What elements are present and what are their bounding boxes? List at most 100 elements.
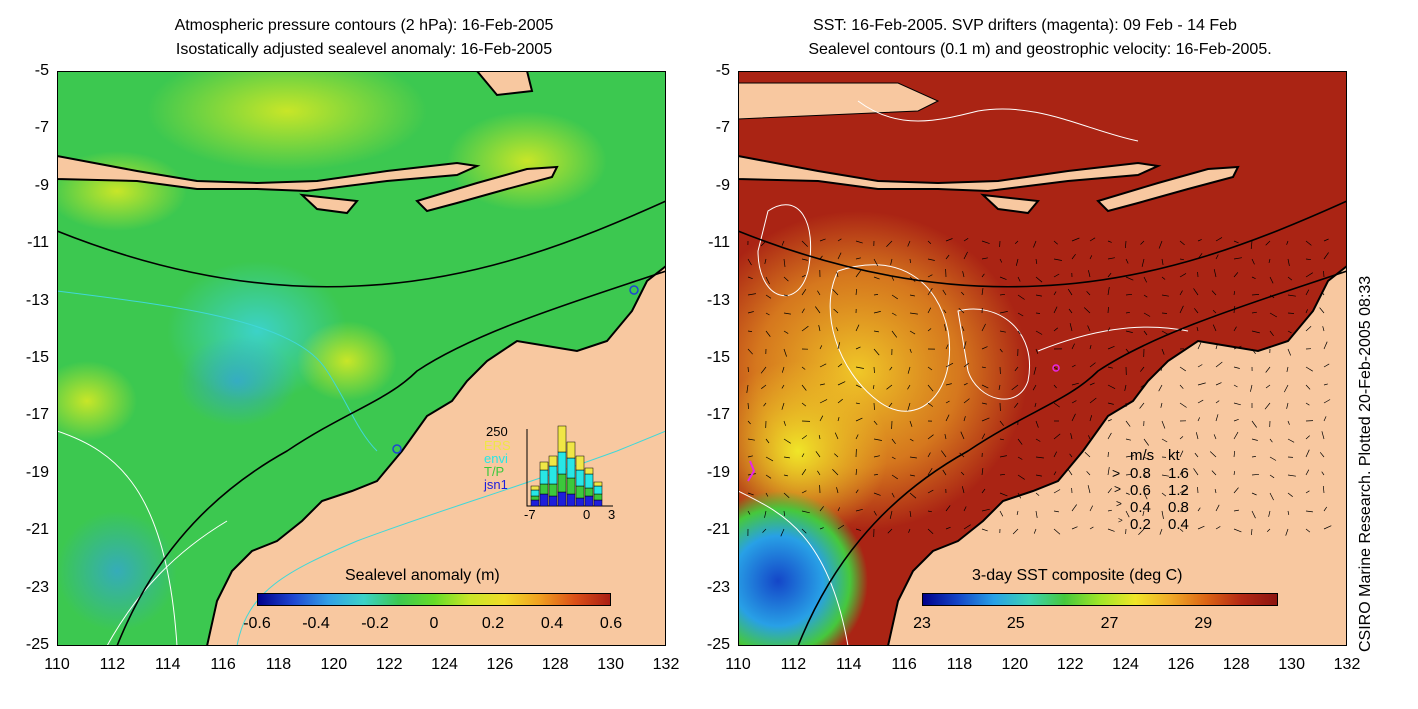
inset-xtick: -7 [524, 507, 536, 522]
colorbar-tick-label: 0.6 [599, 615, 623, 632]
velocity-vector [1069, 453, 1073, 458]
velocity-vector [1197, 507, 1201, 512]
velocity-vector [1251, 438, 1258, 441]
velocity-vector [1305, 510, 1313, 513]
velocity-vector [747, 455, 753, 458]
velocity-vector [1084, 451, 1091, 458]
velocity-vector [1107, 419, 1112, 422]
velocity-vector [999, 510, 1004, 517]
velocity-vector [1323, 525, 1332, 530]
velocity-vector [999, 258, 1003, 263]
velocity-vector [1179, 450, 1184, 458]
velocity-vector [981, 288, 984, 296]
velocity-vector [958, 308, 965, 314]
sealevel-contour [738, 490, 849, 646]
velocity-vector [1140, 366, 1145, 372]
velocity-vector [747, 348, 753, 355]
velocity-vector [747, 420, 751, 425]
velocity-vector [1071, 504, 1077, 512]
velocity-vector [1089, 397, 1097, 404]
velocity-vector [959, 452, 965, 458]
velocity-vector [1053, 273, 1060, 278]
velocity-vector [1305, 402, 1310, 406]
left-x-axis-tick: 124 [431, 656, 458, 673]
velocity-vector [960, 471, 965, 476]
velocity-vector [1179, 510, 1186, 513]
velocity-vector [1086, 291, 1091, 296]
inset-bar [530, 489, 540, 497]
velocity-vector [1319, 452, 1325, 458]
inset-bar [557, 425, 567, 453]
velocity-vector [819, 383, 825, 386]
velocity-vector [801, 325, 809, 332]
velocity-vector [1323, 363, 1330, 368]
velocity-vector [1053, 327, 1059, 332]
velocity-vector [1161, 438, 1168, 443]
velocity-vector [855, 528, 861, 531]
velocity-vector [873, 510, 877, 516]
svp-drifter-track [1052, 364, 1060, 372]
shelf-break-contour [797, 270, 1347, 646]
velocity-vector [981, 402, 987, 405]
velocity-vector [873, 311, 881, 314]
velocity-vector [1212, 324, 1217, 332]
velocity-vector [873, 492, 881, 496]
left-x-axis-tick: 122 [375, 656, 403, 673]
velocity-vector [981, 468, 984, 476]
velocity-vector [927, 452, 931, 458]
velocity-vector [887, 528, 893, 534]
velocity-vector [1233, 450, 1236, 458]
velocity-vector [801, 402, 807, 407]
velocity-vector [963, 238, 969, 242]
velocity-vector [927, 468, 933, 476]
velocity-vector [1087, 485, 1091, 494]
velocity-vector [1251, 276, 1256, 280]
velocity-vector [1193, 288, 1199, 296]
velocity-vector [801, 384, 807, 391]
velocity-vector [817, 290, 821, 296]
velocity-vector [873, 438, 882, 441]
velocity-vector [1251, 473, 1260, 476]
right-y-axis-tick: -9 [715, 176, 730, 194]
velocity-vector [1089, 415, 1093, 422]
right-x-axis-tick: 124 [1112, 656, 1139, 673]
velocity-vector [1179, 290, 1183, 296]
velocity-vector [746, 384, 749, 393]
velocity-vector [1213, 269, 1217, 278]
velocity-vector [1179, 326, 1185, 332]
velocity-vector [783, 330, 789, 334]
velocity-vector [888, 402, 893, 408]
velocity-vector [747, 510, 751, 515]
velocity-vector [1035, 348, 1039, 354]
colorbar-tick-label: 27 [1100, 615, 1119, 632]
left-y-axis-tick: -9 [34, 176, 49, 194]
velocity-vector [1233, 291, 1236, 296]
velocity-vector [1233, 272, 1239, 278]
velocity-vector [765, 456, 774, 462]
velocity-vector [1160, 366, 1163, 371]
right-y-axis-tick: -21 [706, 521, 730, 539]
colorbar-tick-label: 29 [1194, 615, 1213, 632]
velocity-vector [765, 474, 772, 479]
velocity-vector [1161, 348, 1165, 355]
velocity-vector [781, 384, 785, 389]
velocity-vector [1158, 240, 1163, 249]
high-anomaly-patch [57, 361, 137, 441]
velocity-vector [1286, 240, 1289, 245]
velocity-vector [963, 251, 968, 260]
velocity-arrow-icon: > [1118, 516, 1123, 525]
velocity-vector [760, 240, 767, 247]
timor-island [1096, 165, 1240, 213]
velocity-vector [945, 344, 949, 350]
velocity-vector [1319, 307, 1325, 314]
velocity-vector [889, 366, 893, 371]
velocity-vector [1071, 413, 1076, 422]
velocity-vector [1017, 312, 1024, 317]
velocity-vector [1287, 312, 1295, 314]
velocity-vector [1269, 330, 1274, 337]
velocity-vector [1014, 366, 1019, 372]
left-x-axis-tick: 132 [652, 656, 680, 673]
left-x-axis-tick: 126 [486, 656, 514, 673]
velocity-vector [981, 323, 986, 332]
cool-sst-patch [738, 491, 868, 646]
